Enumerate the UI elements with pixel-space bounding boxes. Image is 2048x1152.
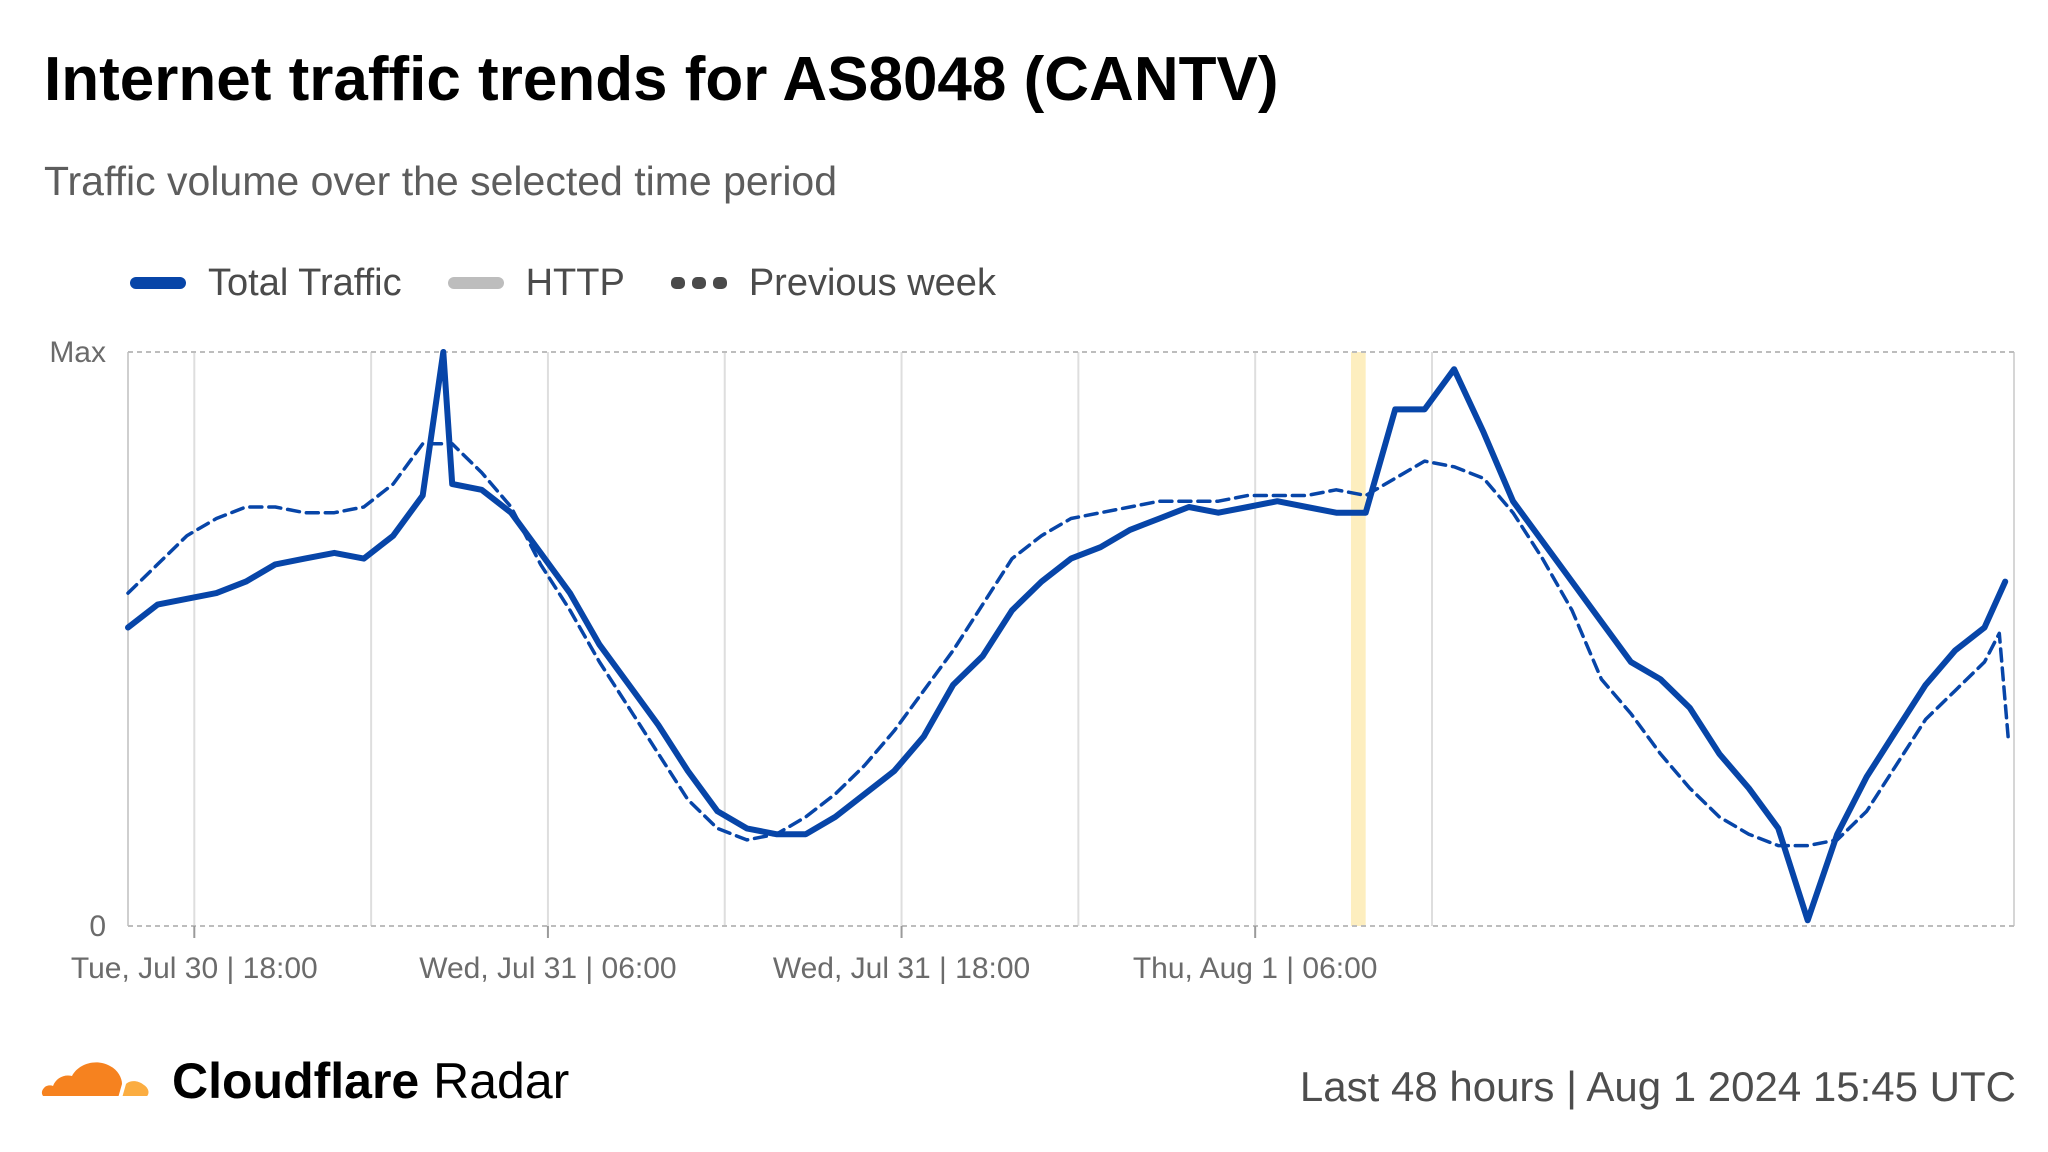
legend-label: HTTP — [525, 261, 625, 304]
legend-swatch-dashed — [670, 277, 727, 289]
range-label: Last 48 hours — [1299, 1063, 1555, 1110]
x-tick-label: Thu, Aug 1 | 06:00 — [1133, 952, 1378, 985]
x-tick-label: Wed, Jul 31 | 06:00 — [419, 952, 676, 985]
cloudflare-radar-brand: Cloudflare Radar — [172, 1053, 570, 1109]
legend-item-http[interactable]: HTTP — [447, 261, 625, 305]
timestamp: Aug 1 2024 15:45 UTC — [1586, 1063, 2016, 1110]
chart-title: Internet traffic trends for AS8048 (CANT… — [44, 45, 1279, 114]
previous-week-line — [126, 442, 2010, 848]
x-tick-label: Wed, Jul 31 | 18:00 — [773, 952, 1030, 985]
separator: | — [1566, 1063, 1578, 1110]
total-traffic-line — [125, 349, 2009, 924]
x-tick-label: Tue, Jul 30 | 18:00 — [71, 952, 318, 985]
y-tick-label: 0 — [89, 910, 106, 943]
chart-legend: Total Traffic HTTP Previous week — [130, 258, 1042, 308]
y-tick-label: Max — [49, 336, 106, 369]
legend-label: Total Traffic — [208, 261, 402, 304]
legend-item-total-traffic[interactable]: Total Traffic — [130, 262, 402, 305]
legend-label: Previous week — [748, 261, 996, 304]
highlight-band — [1350, 352, 1366, 926]
chart-subtitle: Traffic volume over the selected time pe… — [44, 158, 838, 204]
legend-item-previous-week[interactable]: Previous week — [670, 261, 996, 305]
time-range-info: Last 48 hours | Aug 1 2024 15:45 UTC — [1300, 1063, 2016, 1111]
cloudflare-cloud-icon — [40, 1062, 149, 1099]
legend-swatch-gray — [447, 277, 504, 289]
legend-swatch-solid-blue — [130, 277, 186, 289]
